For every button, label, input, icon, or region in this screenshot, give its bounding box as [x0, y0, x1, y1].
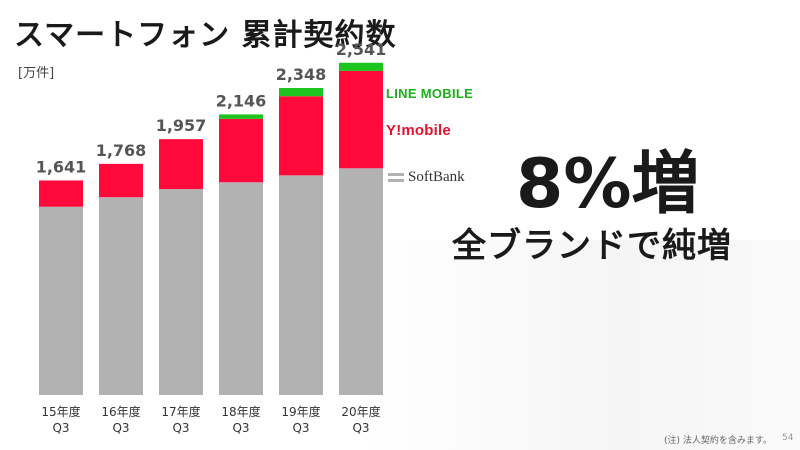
legend-ymobile: Y!mobile — [386, 122, 451, 139]
category-label-2-1: Q3 — [172, 421, 189, 435]
bar-segment-line-mobile-5 — [339, 62, 383, 71]
category-label-0-0: 15年度 — [41, 404, 80, 419]
category-label-1-1: Q3 — [112, 421, 129, 435]
total-label-4: 2,348 — [276, 65, 327, 84]
category-label-1-0: 16年度 — [101, 404, 140, 419]
category-label-5-1: Q3 — [352, 421, 369, 435]
total-label-2: 1,957 — [156, 116, 207, 135]
bar-segment-line-mobile-4 — [279, 88, 323, 97]
bar-segment-y-mobile-3 — [219, 118, 263, 183]
bar-segment-line-mobile-3 — [219, 114, 263, 119]
bar-segment-y-mobile-5 — [339, 70, 383, 169]
category-label-0-1: Q3 — [52, 421, 69, 435]
bar-segment-y-mobile-4 — [279, 96, 323, 176]
bar-segment-softbank-2 — [159, 189, 203, 395]
legend-line-mobile: LINE MOBILE — [386, 86, 474, 101]
total-label-5: 2,541 — [336, 40, 387, 59]
total-label-3: 2,146 — [216, 91, 267, 110]
background-shade — [360, 240, 800, 450]
category-label-4-0: 19年度 — [281, 404, 320, 419]
page-number: 54 — [782, 433, 794, 443]
category-label-2-0: 17年度 — [161, 404, 200, 419]
footnote: (注) 法人契約を含みます。 — [664, 436, 772, 446]
category-label-3-1: Q3 — [232, 421, 249, 435]
slide-title: スマートフォン 累計契約数 — [14, 18, 397, 53]
bar-segment-softbank-0 — [39, 206, 83, 395]
bar-segment-y-mobile-0 — [39, 180, 83, 207]
category-label-4-1: Q3 — [292, 421, 309, 435]
subheadline: 全ブランドで純増 — [452, 226, 732, 266]
category-label-3-0: 18年度 — [221, 404, 260, 419]
legend-softbank: SoftBank — [388, 169, 465, 186]
legend-softbank-label: SoftBank — [408, 169, 465, 185]
bar-segment-y-mobile-2 — [159, 139, 203, 190]
softbank-logo-icon — [388, 173, 404, 183]
total-label-0: 1,641 — [36, 157, 87, 176]
bar-segment-softbank-4 — [279, 175, 323, 395]
bar-segment-softbank-3 — [219, 182, 263, 395]
bar-segment-softbank-1 — [99, 197, 143, 395]
bar-segment-softbank-5 — [339, 168, 383, 395]
category-label-5-0: 20年度 — [341, 404, 380, 419]
bar-segment-y-mobile-1 — [99, 163, 143, 198]
headline: 8%増 — [516, 145, 700, 224]
total-label-1: 1,768 — [96, 141, 147, 160]
unit-label: [万件] — [18, 66, 55, 81]
